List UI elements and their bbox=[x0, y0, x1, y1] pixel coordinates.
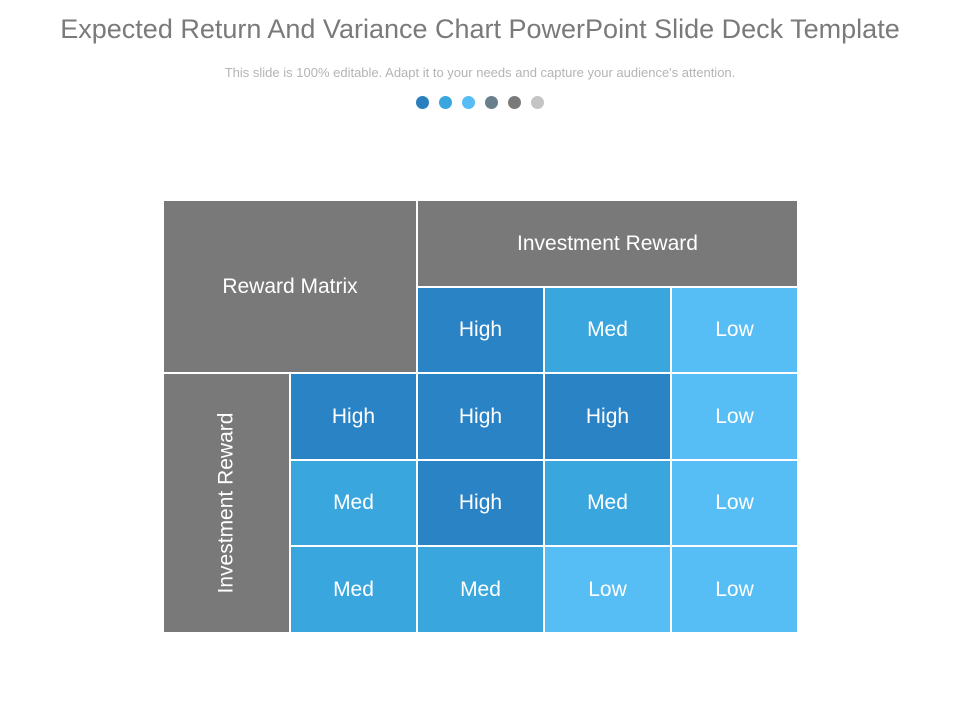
matrix-cell: Low bbox=[671, 546, 798, 633]
matrix-cell: Med bbox=[544, 460, 671, 546]
row-label: High bbox=[331, 404, 376, 428]
decorative-dots bbox=[0, 96, 960, 109]
row-label-cell: Med bbox=[290, 460, 417, 546]
corner-label: Reward Matrix bbox=[163, 200, 417, 373]
row-label: Med bbox=[333, 577, 374, 601]
corner-label-text: Reward Matrix bbox=[222, 274, 358, 298]
matrix-cell: High bbox=[417, 460, 544, 546]
col-header-cell: High bbox=[417, 287, 544, 373]
matrix-cell: Med bbox=[417, 546, 544, 633]
dot-6 bbox=[531, 96, 544, 109]
col-header-label: Med bbox=[587, 318, 628, 341]
matrix-cell: Low bbox=[671, 460, 798, 546]
dot-1 bbox=[416, 96, 429, 109]
slide-subtitle: This slide is 100% editable. Adapt it to… bbox=[224, 65, 736, 80]
matrix-cell-value: Low bbox=[715, 404, 754, 428]
row-label: Med bbox=[333, 491, 374, 514]
dot-5 bbox=[508, 96, 521, 109]
col-header-cell: Low bbox=[671, 287, 798, 373]
slide-title: Expected Return And Variance Chart Power… bbox=[60, 14, 900, 44]
col-header-cell: Med bbox=[544, 287, 671, 373]
dot-3 bbox=[462, 96, 475, 109]
matrix-cell-value: High bbox=[585, 404, 630, 428]
matrix-cell-value: Med bbox=[460, 577, 501, 601]
matrix-cell-value: High bbox=[458, 491, 503, 514]
matrix-cell: Low bbox=[671, 373, 798, 460]
row-label-cell: Med bbox=[290, 546, 417, 633]
dot-2 bbox=[439, 96, 452, 109]
col-header-label: High bbox=[458, 318, 503, 341]
reward-matrix: Reward Matrix Investment Reward High Med… bbox=[163, 200, 798, 633]
column-header-text: Investment Reward bbox=[517, 231, 698, 255]
matrix-cell-value: Low bbox=[715, 491, 754, 514]
row-header-text: Investment Reward bbox=[214, 412, 238, 594]
matrix-cell-value: Med bbox=[587, 491, 628, 514]
row-header: Investment Reward bbox=[163, 373, 290, 633]
matrix-cell-value: Low bbox=[715, 577, 754, 601]
column-header: Investment Reward bbox=[417, 200, 798, 287]
matrix-cell-value: High bbox=[458, 404, 503, 428]
row-label-cell: High bbox=[290, 373, 417, 460]
col-header-label: Low bbox=[715, 318, 754, 341]
dot-4 bbox=[485, 96, 498, 109]
matrix-cell: High bbox=[417, 373, 544, 460]
matrix-cell-value: Low bbox=[588, 577, 627, 601]
matrix-cell: Low bbox=[544, 546, 671, 633]
matrix-cell: High bbox=[544, 373, 671, 460]
